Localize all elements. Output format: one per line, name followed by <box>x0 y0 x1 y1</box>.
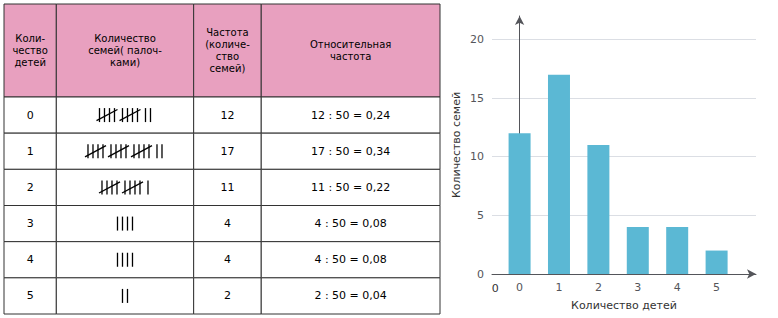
svg-text:Коли-: Коли- <box>15 33 45 44</box>
svg-text:1: 1 <box>27 145 34 158</box>
svg-text:Количество детей: Количество детей <box>571 299 677 312</box>
svg-text:(количе-: (количе- <box>205 39 250 50</box>
svg-text:Относительная: Относительная <box>310 39 391 50</box>
svg-text:17: 17 <box>220 145 234 158</box>
svg-text:15: 15 <box>470 92 484 105</box>
svg-text:5: 5 <box>27 289 34 302</box>
svg-text:0: 0 <box>27 109 34 122</box>
svg-text:4 : 50 = 0,08: 4 : 50 = 0,08 <box>314 217 386 230</box>
svg-text:3: 3 <box>27 217 34 230</box>
svg-text:4: 4 <box>224 253 231 266</box>
svg-text:детей: детей <box>14 57 46 68</box>
svg-text:0: 0 <box>477 268 484 281</box>
svg-text:5: 5 <box>713 281 720 294</box>
svg-text:2 : 50 = 0,04: 2 : 50 = 0,04 <box>314 289 386 302</box>
svg-text:0: 0 <box>516 281 523 294</box>
svg-text:12: 12 <box>220 109 234 122</box>
svg-text:11 : 50 = 0,22: 11 : 50 = 0,22 <box>311 181 390 194</box>
svg-text:Количество семей: Количество семей <box>450 92 463 198</box>
svg-text:2: 2 <box>224 289 231 302</box>
svg-text:2: 2 <box>595 281 602 294</box>
svg-text:ство: ство <box>216 51 239 62</box>
svg-text:4 : 50 = 0,08: 4 : 50 = 0,08 <box>314 253 386 266</box>
svg-text:Количество: Количество <box>94 33 156 44</box>
svg-text:семей( палоч-: семей( палоч- <box>88 45 162 56</box>
svg-text:2: 2 <box>27 181 34 194</box>
svg-text:ками): ками) <box>110 57 140 68</box>
svg-text:Частота: Частота <box>206 27 248 38</box>
svg-text:чество: чество <box>12 45 47 56</box>
svg-text:10: 10 <box>470 150 484 163</box>
svg-text:3: 3 <box>634 281 641 294</box>
svg-text:0: 0 <box>492 282 499 295</box>
svg-text:1: 1 <box>555 281 562 294</box>
svg-text:семей): семей) <box>210 63 246 74</box>
svg-text:4: 4 <box>674 281 681 294</box>
svg-text:12 : 50 = 0,24: 12 : 50 = 0,24 <box>311 109 390 122</box>
svg-text:11: 11 <box>220 181 234 194</box>
svg-text:4: 4 <box>224 217 231 230</box>
svg-text:20: 20 <box>470 33 484 46</box>
svg-text:5: 5 <box>477 209 484 222</box>
svg-text:частота: частота <box>330 51 371 62</box>
svg-text:17 : 50 = 0,34: 17 : 50 = 0,34 <box>311 145 390 158</box>
svg-text:4: 4 <box>27 253 34 266</box>
